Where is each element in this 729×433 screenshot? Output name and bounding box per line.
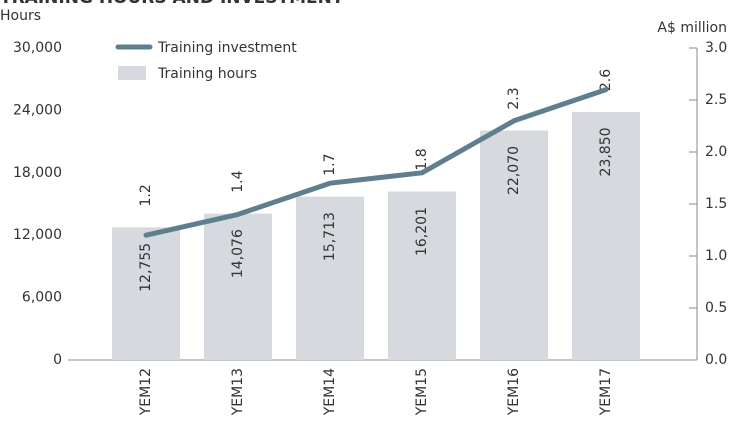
y2-tick-label: 0.0 <box>705 352 727 368</box>
y-tick-label: 24,000 <box>13 102 62 118</box>
y2-tick-label: 2.0 <box>705 144 727 160</box>
line-value-label: 2.3 <box>506 87 522 109</box>
bar-value-label: 12,755 <box>138 243 154 292</box>
y2-tick-label: 1.5 <box>705 196 727 212</box>
legend-label: Training investment <box>157 40 297 56</box>
x-tick-label: YEM17 <box>598 368 614 416</box>
y2-tick-label: 0.5 <box>705 300 727 316</box>
bar <box>112 227 180 360</box>
line-value-label: 1.7 <box>322 153 338 175</box>
y2-axis-label: A$ million <box>657 20 727 36</box>
y-tick-label: 0 <box>53 352 62 368</box>
x-tick-label: YEM12 <box>138 368 154 416</box>
line <box>143 87 609 238</box>
y-tick-label: 12,000 <box>13 227 62 243</box>
line-value-label: 1.8 <box>414 148 430 170</box>
y-axis-label: Hours <box>0 8 41 24</box>
y2-tick-label: 1.0 <box>705 248 727 264</box>
bar <box>572 111 640 361</box>
bar <box>480 130 548 360</box>
bar-value-label: 15,713 <box>322 212 338 261</box>
bar <box>204 213 272 360</box>
bar-value-label: 23,850 <box>598 127 614 176</box>
bar-value-label: 16,201 <box>414 207 430 256</box>
line-value-label: 1.4 <box>230 170 246 192</box>
x-tick-label: YEM16 <box>506 368 522 416</box>
bar-value-label: 14,076 <box>230 229 246 278</box>
bar <box>296 196 364 360</box>
chart-title: TRAINING HOURS AND INVESTMENT <box>0 0 344 8</box>
bar-value-label: 22,070 <box>506 146 522 195</box>
y-tick-label: 18,000 <box>13 165 62 181</box>
bar <box>388 191 456 360</box>
y2-tick-label: 3.0 <box>705 40 727 56</box>
legend-swatch <box>118 66 146 80</box>
y2-tick-label: 2.5 <box>705 92 727 108</box>
legend-label: Training hours <box>157 66 257 82</box>
y-tick-label: 6,000 <box>22 290 62 306</box>
y-tick-label: 30,000 <box>13 40 62 56</box>
x-tick-label: YEM13 <box>230 368 246 416</box>
line-value-label: 2.6 <box>598 69 614 91</box>
x-tick-label: YEM14 <box>322 368 338 416</box>
line-value-label: 1.2 <box>138 184 154 206</box>
x-tick-label: YEM15 <box>414 368 430 416</box>
